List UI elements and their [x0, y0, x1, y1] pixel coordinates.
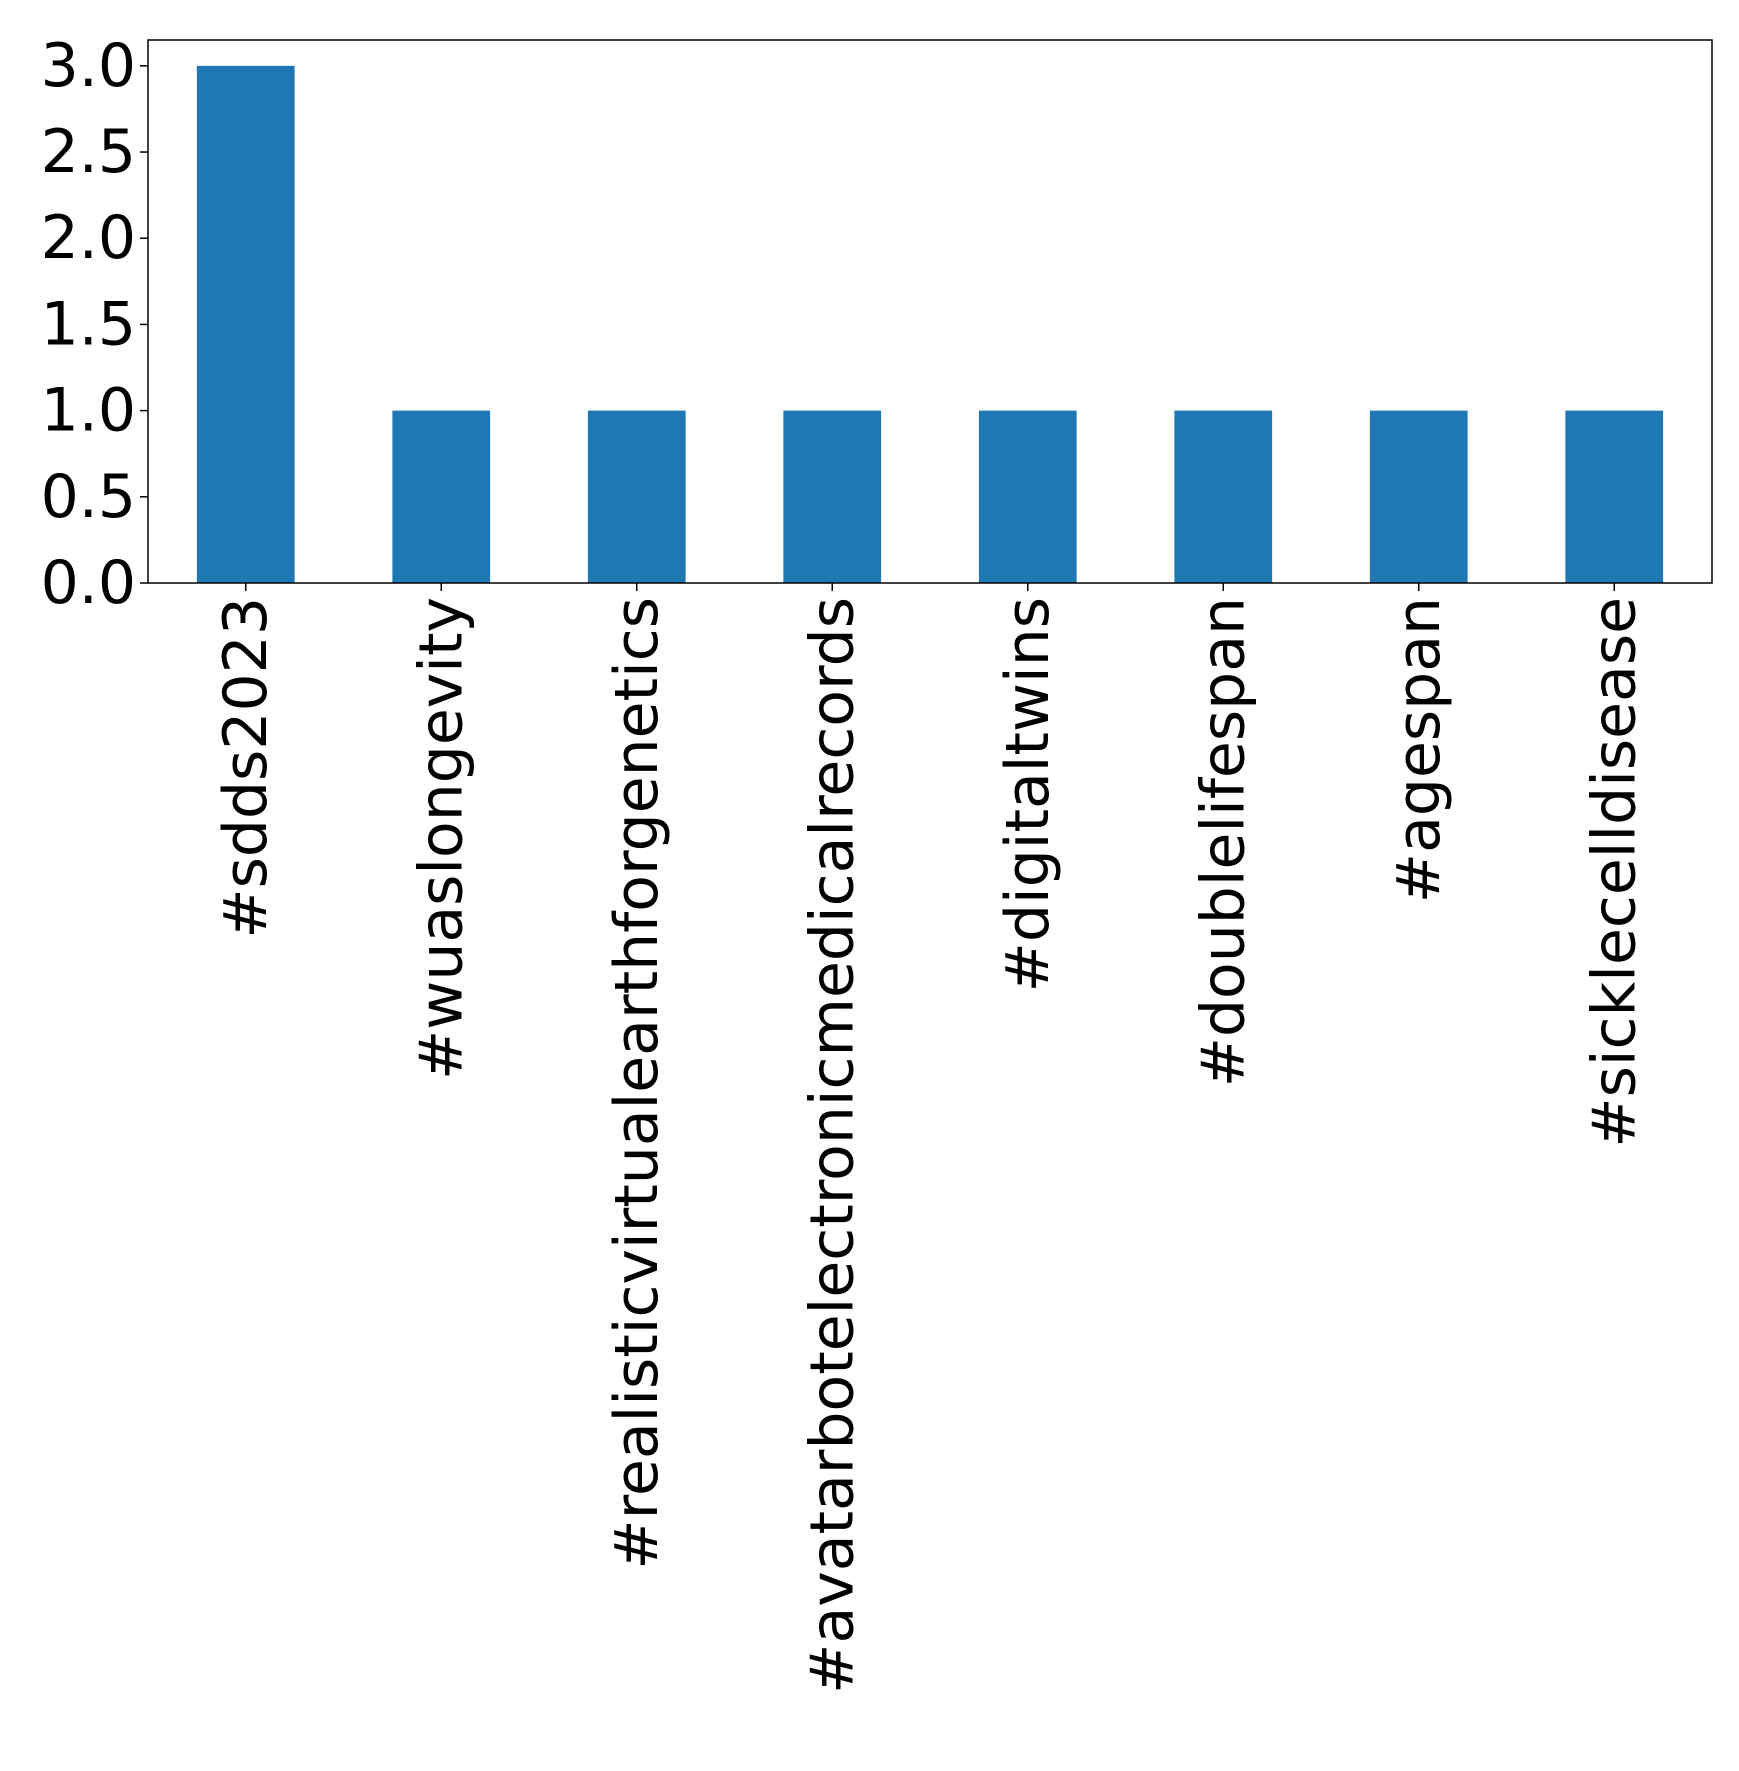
- x-tick-label: #wuaslongevity: [406, 597, 476, 1080]
- bars-layer: [196, 65, 1664, 584]
- bar-2: [587, 410, 686, 583]
- y-tick-label: 1.0: [41, 376, 136, 446]
- bar-4: [978, 410, 1077, 583]
- y-tick-label: 3.0: [41, 31, 136, 101]
- x-tick-label: #digitaltwins: [993, 597, 1063, 992]
- bar-3: [783, 410, 882, 583]
- x-tick-label: #doublelifespan: [1188, 597, 1258, 1087]
- plot-frame: [147, 39, 1713, 584]
- x-tick-label: #agespan: [1384, 597, 1454, 903]
- bar-5: [1174, 410, 1273, 583]
- y-tick-label: 0.5: [41, 462, 136, 532]
- y-tick-label: 2.5: [41, 117, 136, 187]
- bar-6: [1369, 410, 1468, 583]
- x-tick-label: #sdds2023: [211, 597, 281, 939]
- y-axis: 0.0 0.5 1.0 1.5 2.0 2.5 3.0: [41, 31, 148, 618]
- y-tick-label: 0.0: [41, 548, 136, 618]
- bar-1: [392, 410, 491, 583]
- bar-0: [196, 65, 295, 584]
- y-tick-label: 1.5: [41, 289, 136, 359]
- x-tick-label: #avatarbotelectronicmedicalrecords: [797, 597, 867, 1694]
- x-tick-label: #realisticvirtualearthforgenetics: [602, 597, 672, 1570]
- x-axis: #sdds2023 #wuaslongevity #realisticvirtual…: [211, 583, 1649, 1694]
- y-tick-label: 2.0: [41, 203, 136, 273]
- x-tick-label: #sicklecelldisease: [1579, 597, 1649, 1148]
- bar-7: [1565, 410, 1664, 583]
